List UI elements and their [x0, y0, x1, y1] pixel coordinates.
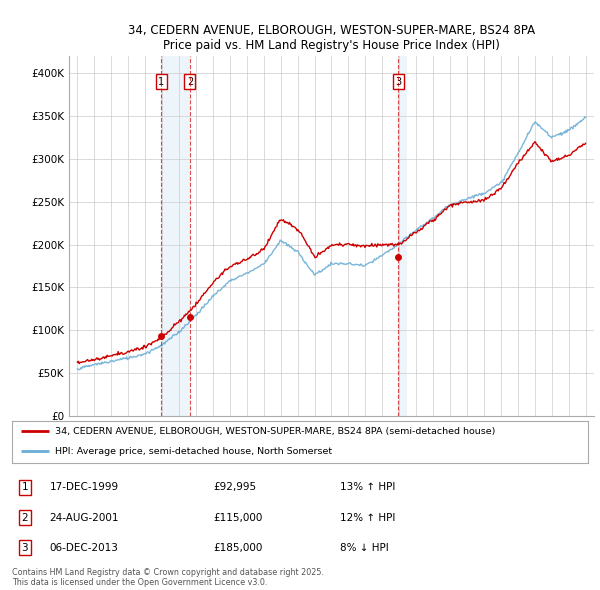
Text: 1: 1 — [158, 77, 164, 87]
Bar — [161, 56, 190, 416]
Text: 12% ↑ HPI: 12% ↑ HPI — [340, 513, 395, 523]
Text: 3: 3 — [395, 77, 401, 87]
Text: Contains HM Land Registry data © Crown copyright and database right 2025.
This d: Contains HM Land Registry data © Crown c… — [12, 568, 324, 587]
Text: 2: 2 — [187, 77, 193, 87]
Text: 2: 2 — [22, 513, 28, 523]
Title: 34, CEDERN AVENUE, ELBOROUGH, WESTON-SUPER-MARE, BS24 8PA
Price paid vs. HM Land: 34, CEDERN AVENUE, ELBOROUGH, WESTON-SUP… — [128, 24, 535, 52]
Text: 24-AUG-2001: 24-AUG-2001 — [49, 513, 119, 523]
Text: 8% ↓ HPI: 8% ↓ HPI — [340, 543, 389, 553]
Bar — [398, 56, 407, 416]
Text: £185,000: £185,000 — [214, 543, 263, 553]
Text: 3: 3 — [22, 543, 28, 553]
Text: £115,000: £115,000 — [214, 513, 263, 523]
Text: 34, CEDERN AVENUE, ELBOROUGH, WESTON-SUPER-MARE, BS24 8PA (semi-detached house): 34, CEDERN AVENUE, ELBOROUGH, WESTON-SUP… — [55, 427, 496, 436]
Text: 17-DEC-1999: 17-DEC-1999 — [49, 483, 119, 492]
Text: HPI: Average price, semi-detached house, North Somerset: HPI: Average price, semi-detached house,… — [55, 447, 332, 455]
Text: £92,995: £92,995 — [214, 483, 257, 492]
Text: 1: 1 — [22, 483, 28, 492]
Text: 06-DEC-2013: 06-DEC-2013 — [49, 543, 118, 553]
Text: 13% ↑ HPI: 13% ↑ HPI — [340, 483, 395, 492]
